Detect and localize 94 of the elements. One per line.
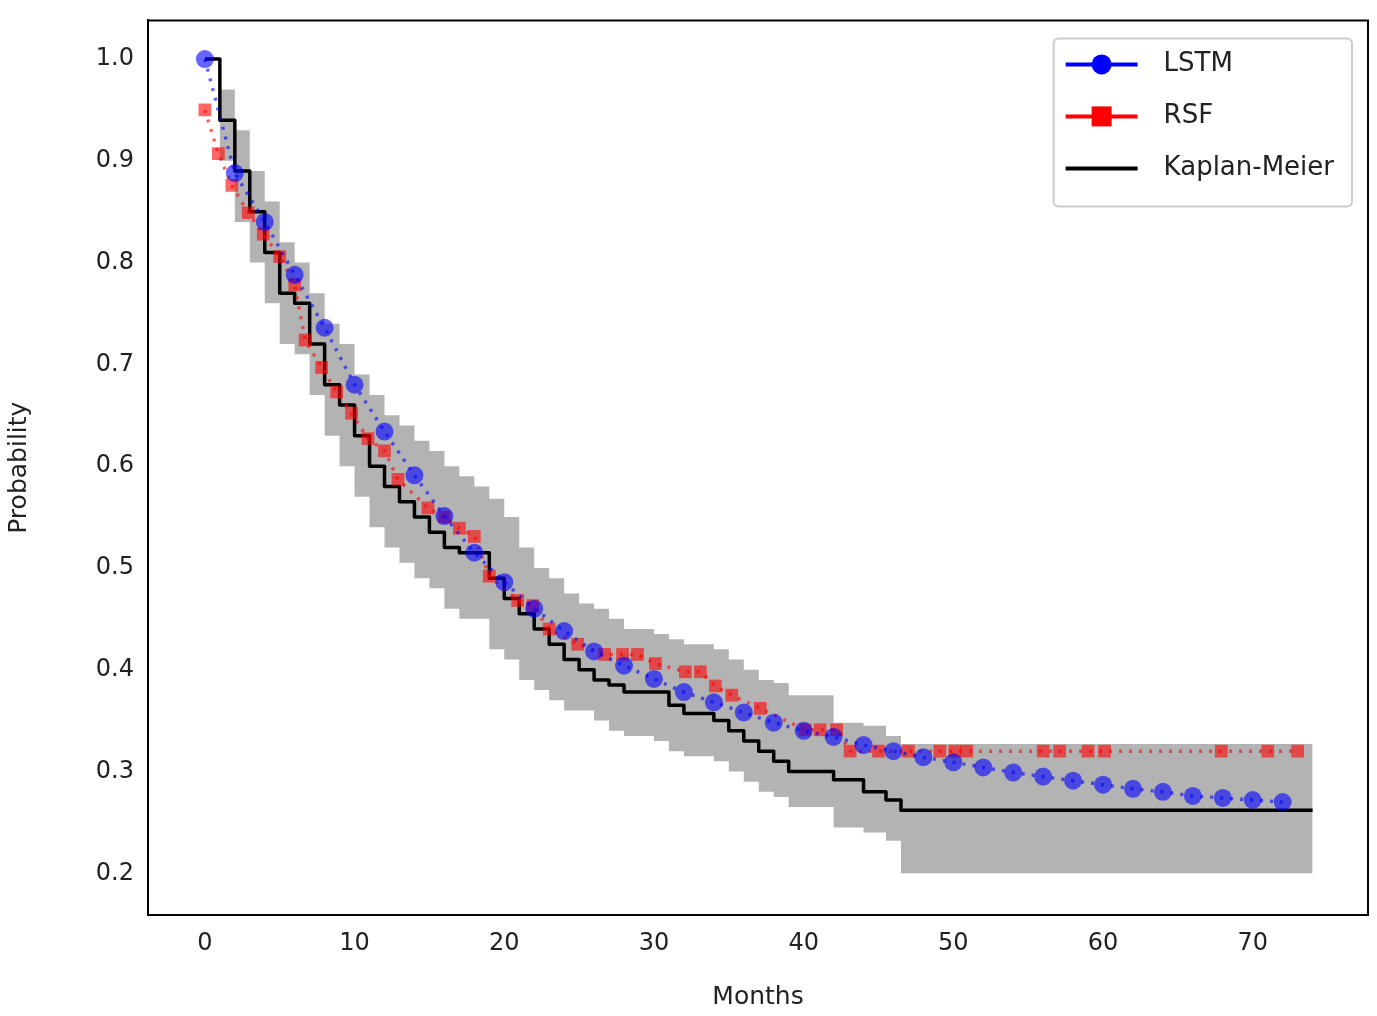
- point: [1291, 744, 1305, 758]
- y-tick-label: 0.6: [95, 450, 134, 479]
- y-tick-label: 0.2: [95, 857, 134, 886]
- point: [525, 599, 544, 618]
- point: [195, 50, 214, 69]
- point: [843, 744, 857, 758]
- point: [974, 758, 993, 777]
- point: [465, 543, 484, 562]
- point: [225, 178, 239, 192]
- x-tick-label: 60: [1087, 927, 1119, 956]
- point: [511, 594, 525, 607]
- point: [631, 648, 644, 661]
- point: [453, 521, 466, 535]
- point: [725, 688, 739, 702]
- point: [330, 385, 343, 399]
- point: [241, 206, 255, 220]
- point: [345, 375, 364, 394]
- x-tick-label: 70: [1237, 927, 1269, 956]
- point: [405, 466, 424, 485]
- point: [225, 164, 244, 183]
- point: [1064, 771, 1083, 790]
- y-tick-label: 1.0: [95, 43, 134, 72]
- y-tick-label: 0.7: [95, 348, 134, 377]
- y-tick-label: 0.9: [95, 145, 134, 174]
- point: [794, 721, 813, 740]
- point: [298, 333, 312, 347]
- point: [285, 265, 304, 284]
- point: [345, 406, 358, 420]
- point: [884, 742, 903, 761]
- point: [482, 569, 496, 583]
- point: [571, 637, 584, 651]
- point: [734, 703, 753, 722]
- x-tick-label: 50: [938, 927, 969, 956]
- x-tick-label: 0: [197, 927, 213, 956]
- point: [1094, 775, 1113, 794]
- point: [467, 530, 481, 543]
- legend-label: Kaplan-Meier: [1163, 151, 1335, 182]
- point: [1081, 744, 1095, 758]
- point: [615, 656, 634, 675]
- point: [1053, 744, 1066, 758]
- point: [872, 744, 885, 758]
- point: [764, 713, 783, 732]
- point: [902, 744, 915, 758]
- point: [824, 727, 843, 746]
- point: [1153, 782, 1172, 801]
- point: [960, 744, 974, 758]
- point: [1098, 744, 1111, 758]
- point: [1213, 788, 1232, 807]
- point: [1123, 779, 1142, 798]
- point: [585, 642, 604, 661]
- x-tick-label: 30: [638, 927, 670, 956]
- y-tick-label: 0.4: [95, 653, 134, 682]
- point: [1261, 744, 1275, 758]
- point: [542, 622, 556, 636]
- point: [1243, 791, 1262, 809]
- point: [211, 147, 225, 161]
- x-tick-label: 20: [489, 927, 520, 956]
- point: [1183, 786, 1202, 805]
- y-tick-label: 0.5: [95, 552, 134, 581]
- point: [255, 212, 274, 231]
- point: [854, 736, 873, 755]
- point: [555, 622, 574, 641]
- x-tick-label: 40: [788, 927, 819, 956]
- point: [1004, 763, 1023, 782]
- point: [679, 665, 692, 679]
- point: [1273, 793, 1292, 812]
- point: [391, 473, 405, 486]
- y-tick-label: 0.8: [95, 246, 134, 275]
- point: [944, 753, 963, 772]
- point: [694, 665, 707, 679]
- point: [674, 683, 693, 702]
- point: [361, 432, 375, 446]
- point: [649, 657, 662, 670]
- point: [753, 702, 767, 715]
- point: [315, 361, 329, 374]
- point: [704, 693, 723, 712]
- point: [644, 669, 663, 688]
- x-axis-title: Months: [712, 980, 804, 1010]
- point: [273, 250, 287, 263]
- legend-label: RSF: [1163, 99, 1214, 130]
- point: [378, 444, 391, 458]
- point: [315, 318, 334, 337]
- y-axis-title: Probability: [2, 401, 32, 534]
- legend-label: LSTM: [1163, 47, 1233, 78]
- point: [1036, 744, 1050, 758]
- point: [914, 748, 933, 767]
- x-tick-label: 10: [339, 927, 370, 956]
- point: [495, 573, 514, 592]
- point: [1034, 767, 1053, 786]
- y-tick-label: 0.3: [95, 755, 134, 784]
- point: [1214, 744, 1228, 758]
- point: [708, 679, 722, 693]
- point: [933, 744, 947, 758]
- point: [375, 422, 394, 441]
